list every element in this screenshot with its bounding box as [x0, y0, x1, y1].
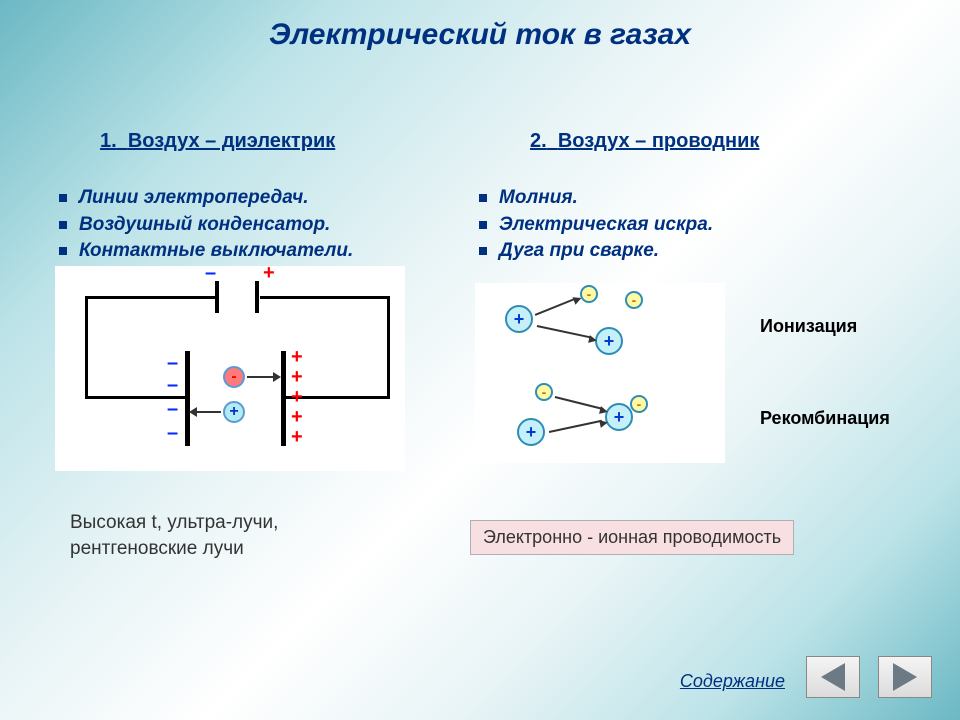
next-slide-button[interactable]: [878, 656, 932, 698]
col2-heading-text: Воздух – проводник: [558, 130, 760, 152]
arrow-shaft: [555, 396, 602, 409]
electron: -: [535, 383, 553, 401]
minus-sign: –: [167, 422, 178, 445]
ion-sign: +: [526, 422, 537, 443]
ion-sign: -: [587, 286, 592, 302]
list-item: Дуга при сварке.: [475, 238, 835, 265]
list-item: Линии электропередач.: [55, 185, 415, 212]
list-item: Электрическая искра.: [475, 212, 835, 239]
ion-sign: -: [231, 368, 236, 386]
ion-sign: -: [632, 292, 637, 308]
ion-sign: +: [514, 309, 525, 330]
col2-index: 2.: [530, 130, 547, 152]
minus-sign: –: [167, 352, 178, 375]
positive-ion: +: [505, 305, 533, 333]
toc-link[interactable]: Содержание: [680, 671, 785, 692]
ion-sign: +: [229, 403, 238, 421]
chevron-left-icon: [821, 663, 845, 691]
electron: -: [625, 291, 643, 309]
battery-plate-neg: [215, 281, 219, 313]
list-item: Контактные выключатели.: [55, 238, 415, 265]
slide-title: Электрический ток в газах: [0, 18, 960, 52]
wire: [260, 296, 390, 299]
arrow-shaft: [537, 325, 591, 338]
ion-sign: -: [637, 396, 642, 412]
ion-sign: -: [542, 384, 547, 400]
arrow-head-right-icon: [273, 372, 281, 382]
plus-sign: +: [291, 426, 303, 449]
chevron-right-icon: [893, 663, 917, 691]
ionization-diagram: + - - + - + + -: [475, 283, 725, 463]
list-item: Воздушный конденсатор.: [55, 212, 415, 239]
positive-ion: +: [605, 403, 633, 431]
col2-heading: 2. Воздух – проводник: [530, 130, 759, 153]
arrow-head-icon: [599, 418, 608, 427]
col1-bullet-list: Линии электропередач. Воздушный конденса…: [55, 185, 415, 265]
positive-ion: +: [223, 401, 245, 423]
minus-sign: –: [167, 398, 178, 421]
wire: [85, 296, 88, 396]
circuit-diagram: – + – – – – + + + + + - +: [55, 266, 405, 471]
arrow-head-icon: [588, 335, 597, 344]
col2-bullet-list: Молния. Электрическая искра. Дуга при св…: [475, 185, 835, 265]
positive-ion: +: [595, 327, 623, 355]
arrow-shaft: [195, 411, 221, 413]
minus-sign: –: [205, 262, 216, 285]
ion-sign: +: [614, 407, 625, 428]
wire: [387, 296, 390, 396]
col1-heading: 1. Воздух – диэлектрик: [100, 130, 335, 153]
positive-ion: +: [517, 418, 545, 446]
col1-footer-text: Высокая t, ультра-лучи, рентгеновские лу…: [70, 510, 390, 561]
prev-slide-button[interactable]: [806, 656, 860, 698]
recombination-label: Рекомбинация: [760, 408, 890, 429]
cap-plate-left: [185, 351, 190, 446]
electron: -: [630, 395, 648, 413]
ionization-label: Ионизация: [760, 316, 857, 337]
cap-plate-right: [281, 351, 286, 446]
conclusion-box: Электронно - ионная проводимость: [470, 520, 794, 555]
arrow-shaft: [535, 298, 576, 316]
slide-content: Электрический ток в газах 1. Воздух – ди…: [0, 0, 960, 720]
arrow-head-left-icon: [189, 407, 197, 417]
arrow-shaft: [549, 420, 602, 433]
plus-sign: +: [263, 262, 275, 285]
battery-plate-pos: [255, 281, 259, 313]
ion-sign: +: [604, 331, 615, 352]
wire: [85, 296, 215, 299]
list-item: Молния.: [475, 185, 835, 212]
negative-ion: -: [223, 366, 245, 388]
col1-heading-text: Воздух – диэлектрик: [128, 130, 335, 152]
col1-index: 1.: [100, 130, 117, 152]
minus-sign: –: [167, 374, 178, 397]
arrow-shaft: [247, 376, 275, 378]
